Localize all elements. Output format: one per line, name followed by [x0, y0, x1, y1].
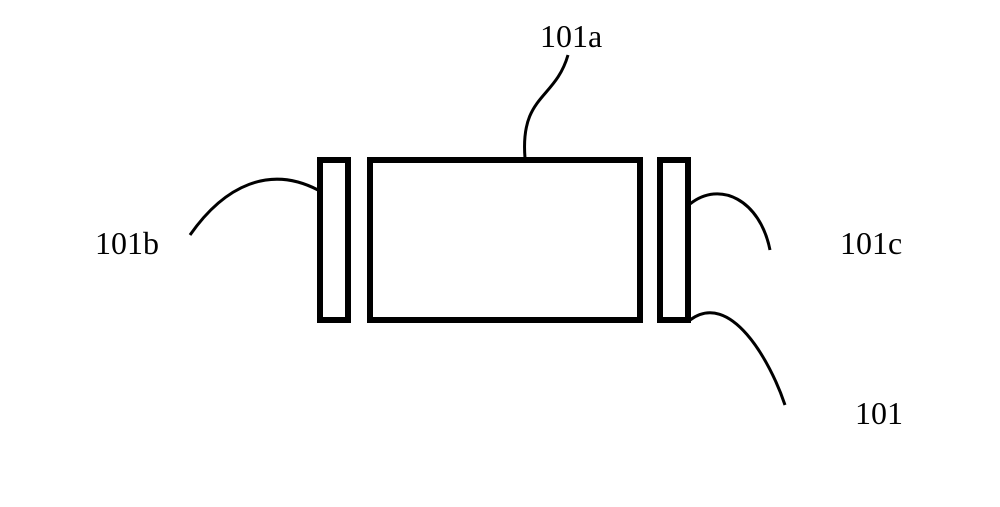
label-101b: 101b: [95, 225, 159, 262]
label-101: 101: [855, 395, 903, 432]
leader-right: [690, 194, 770, 250]
label-101a: 101a: [540, 18, 602, 55]
leader-left: [190, 179, 318, 235]
leader-top: [525, 55, 568, 158]
main-rect: [370, 160, 640, 320]
left-bar: [320, 160, 348, 320]
label-101c: 101c: [840, 225, 902, 262]
right-bar: [660, 160, 688, 320]
leader-bottom: [690, 313, 785, 405]
